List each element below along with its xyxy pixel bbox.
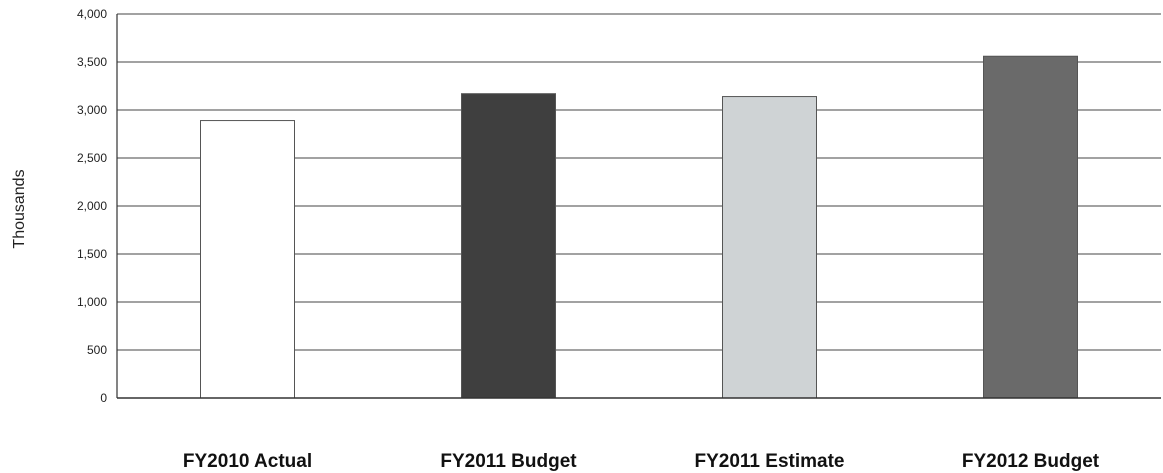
bar-2 xyxy=(461,93,556,399)
y-tick-label: 2,500 xyxy=(77,151,107,165)
y-axis-title: Thousands xyxy=(11,169,28,248)
x-category-label: FY2010 Actual xyxy=(183,451,312,472)
x-category-label: FY2011 Budget xyxy=(440,451,577,472)
y-tick-label: 1,000 xyxy=(77,295,107,309)
y-axis-ticks: 0 500 1,000 1,500 2,000 2,500 3,000 3,500 4,000 xyxy=(77,7,107,405)
y-tick-label: 3,000 xyxy=(77,103,107,117)
y-tick-label: 4,000 xyxy=(77,7,107,21)
bar-3 xyxy=(722,96,817,399)
y-tick-label: 0 xyxy=(100,391,107,405)
y-tick-label: 3,500 xyxy=(77,55,107,69)
y-tick-label: 2,000 xyxy=(77,199,107,213)
y-tick-label: 1,500 xyxy=(77,247,107,261)
bars xyxy=(200,55,1078,399)
x-category-label: FY2011 Estimate xyxy=(695,451,845,472)
x-category-label: FY2012 Budget xyxy=(962,451,1100,472)
bar-4 xyxy=(983,55,1078,399)
y-tick-label: 500 xyxy=(87,343,107,357)
bar-1 xyxy=(200,120,295,399)
x-axis-category-labels: FY2010 Actual FY2011 Budget FY2011 Estimat… xyxy=(183,451,1100,472)
